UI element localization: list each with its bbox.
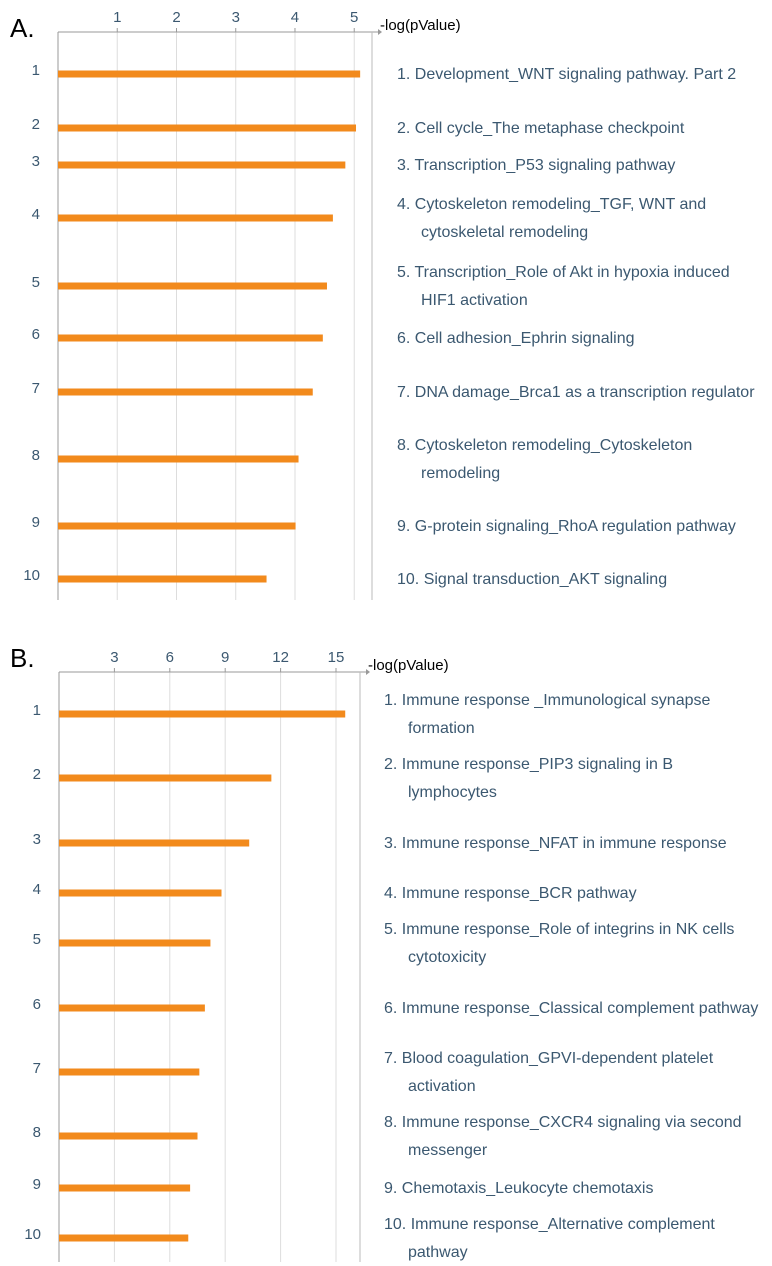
bar [58, 161, 346, 169]
pathway-label: 3. Immune response_NFAT in immune respon… [384, 835, 727, 852]
y-tick-label: 3 [33, 831, 41, 848]
y-tick-label: 4 [32, 206, 40, 223]
y-tick-label: 6 [33, 996, 41, 1013]
pathway-label: 1. Immune response _Immunological synaps… [384, 692, 711, 737]
x-tick-label: 5 [350, 9, 358, 26]
pathway-label: 3. Transcription_P53 signaling pathway [397, 157, 676, 174]
x-tick-label: 3 [232, 9, 240, 26]
bar [58, 522, 296, 530]
x-tick-label: 9 [221, 649, 229, 666]
axis-arrow [378, 29, 382, 35]
y-tick-label: 4 [33, 881, 41, 898]
pathway-label: 10. Signal transduction_AKT signaling [397, 571, 668, 588]
bar [59, 1132, 198, 1140]
pathway-label: 4. Immune response_BCR pathway [384, 885, 637, 902]
pathway-label: 2. Cell cycle_The metaphase checkpoint [397, 120, 685, 137]
y-tick-label: 2 [32, 116, 40, 133]
x-tick-label: 6 [166, 649, 174, 666]
y-tick-label: 7 [32, 380, 40, 397]
x-axis-label: -log(pValue) [380, 17, 461, 34]
bar [59, 889, 222, 897]
y-tick-label: 8 [32, 447, 40, 464]
pathway-label: 5. Immune response_Role of integrins in … [384, 921, 735, 966]
pathway-label: 6. Immune response_Classical complement … [384, 1000, 759, 1017]
pathway-label: 7. DNA damage_Brca1 as a transcription r… [397, 384, 755, 401]
pathway-label: 9. Chemotaxis_Leukocyte chemotaxis [384, 1180, 654, 1197]
y-tick-label: 1 [33, 702, 41, 719]
panel-label: A. [10, 13, 35, 43]
bar [58, 388, 313, 396]
x-tick-label: 4 [291, 9, 299, 26]
y-tick-label: 3 [32, 153, 40, 170]
bar [59, 710, 346, 718]
pathway-label: 2. Immune response_PIP3 signaling in B l… [384, 756, 674, 801]
y-tick-label: 9 [33, 1176, 41, 1193]
pathway-label: 1. Development_WNT signaling pathway. Pa… [397, 66, 737, 83]
x-tick-label: 15 [328, 649, 345, 666]
y-tick-label: 2 [33, 766, 41, 783]
pathway-label: 9. G-protein signaling_RhoA regulation p… [397, 518, 736, 535]
bar [58, 214, 333, 222]
bar [59, 1004, 205, 1012]
pathway-label: 4. Cytoskeleton remodeling_TGF, WNT and … [397, 196, 707, 241]
bar [59, 939, 211, 947]
y-tick-label: 7 [33, 1060, 41, 1077]
panel-label: B. [10, 643, 35, 673]
bar [58, 124, 357, 132]
y-tick-label: 1 [32, 62, 40, 79]
x-tick-label: 1 [113, 9, 121, 26]
axis-arrow [366, 669, 370, 675]
pathway-label: 8. Immune response_CXCR4 signaling via s… [384, 1114, 742, 1159]
y-tick-label: 5 [32, 274, 40, 291]
y-tick-label: 6 [32, 326, 40, 343]
bar [59, 1184, 191, 1192]
bar [59, 1068, 200, 1076]
pathway-label: 7. Blood coagulation_GPVI-dependent plat… [384, 1050, 714, 1095]
bar [59, 839, 250, 847]
pathway-label: 10. Immune response_Alternative compleme… [384, 1216, 715, 1261]
bar [58, 455, 299, 463]
x-tick-label: 3 [110, 649, 118, 666]
pathway-label: 6. Cell adhesion_Ephrin signaling [397, 330, 635, 347]
bar [58, 70, 361, 78]
y-tick-label: 5 [33, 931, 41, 948]
bar [58, 334, 323, 342]
y-tick-label: 10 [24, 1226, 41, 1243]
pathway-label: 8. Cytoskeleton remodeling_Cytoskeleton … [397, 437, 693, 482]
bar [59, 1234, 189, 1242]
bar [59, 774, 272, 782]
pathway-label: 5. Transcription_Role of Akt in hypoxia … [397, 264, 730, 309]
y-tick-label: 10 [23, 567, 40, 584]
x-tick-label: 12 [272, 649, 289, 666]
x-axis-label: -log(pValue) [368, 657, 449, 674]
y-tick-label: 8 [33, 1124, 41, 1141]
bar [58, 282, 327, 290]
y-tick-label: 9 [32, 514, 40, 531]
x-tick-label: 2 [172, 9, 180, 26]
bar [58, 575, 267, 583]
